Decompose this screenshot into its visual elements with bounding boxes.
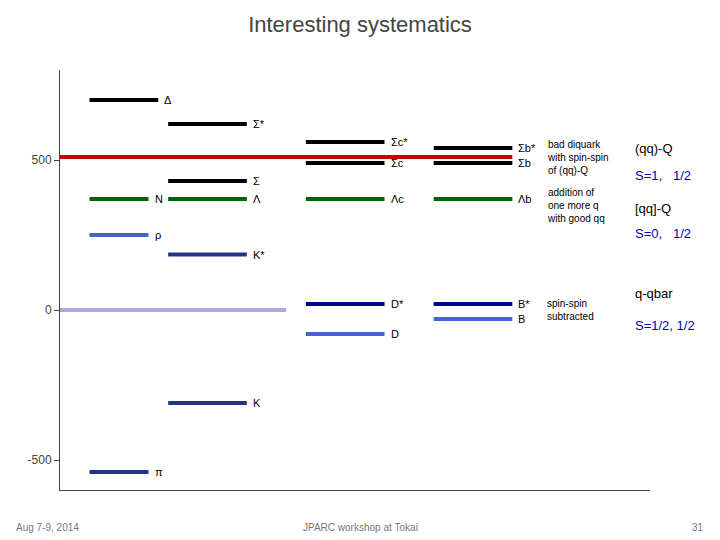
svg-text:addition ofone more qwith good: addition ofone more qwith good qq (547, 187, 605, 224)
svg-text:Interesting systematics: Interesting systematics (248, 12, 472, 37)
svg-text:S=0, 1/2: S=0, 1/2 (635, 226, 691, 241)
svg-text:0: 0 (45, 303, 52, 317)
svg-text:Aug 7-9, 2014: Aug 7-9, 2014 (16, 522, 79, 533)
svg-text:(qq)-Q: (qq)-Q (635, 141, 673, 156)
svg-text:q-qbar: q-qbar (635, 286, 673, 301)
svg-text:ρ: ρ (155, 229, 161, 241)
svg-text:K*: K* (253, 249, 265, 261)
svg-text:[qq]-Q: [qq]-Q (635, 201, 671, 216)
svg-text:Σb: Σb (518, 157, 531, 169)
svg-text:JPARC workshop at Tokai: JPARC workshop at Tokai (303, 522, 418, 533)
svg-text:500: 500 (32, 153, 52, 167)
svg-text:Λ: Λ (253, 193, 261, 205)
svg-text:bad diquarkwith spin-spinof (q: bad diquarkwith spin-spinof (qq)-Q (547, 139, 609, 176)
svg-text:31: 31 (692, 522, 704, 533)
svg-text:-500: -500 (28, 453, 52, 467)
svg-text:B*: B* (518, 298, 530, 310)
svg-text:Σ*: Σ* (253, 118, 265, 130)
svg-text:Λc: Λc (391, 193, 404, 205)
svg-text:Σc: Σc (391, 157, 404, 169)
svg-text:S=1/2, 1/2: S=1/2, 1/2 (635, 318, 695, 333)
svg-text:Σc*: Σc* (391, 136, 408, 148)
svg-text:D*: D* (391, 298, 404, 310)
svg-text:K: K (253, 397, 261, 409)
svg-text:D: D (391, 328, 399, 340)
svg-text:B: B (518, 313, 525, 325)
svg-text:π: π (155, 466, 163, 478)
svg-text:N: N (155, 193, 163, 205)
svg-text:Σb*: Σb* (518, 142, 536, 154)
svg-text:Λb: Λb (518, 193, 531, 205)
svg-text:Δ: Δ (164, 94, 172, 106)
svg-text:S=1, 1/2: S=1, 1/2 (635, 168, 691, 183)
svg-text:spin-spinsubtracted: spin-spinsubtracted (547, 298, 594, 322)
svg-text:Σ: Σ (253, 175, 260, 187)
